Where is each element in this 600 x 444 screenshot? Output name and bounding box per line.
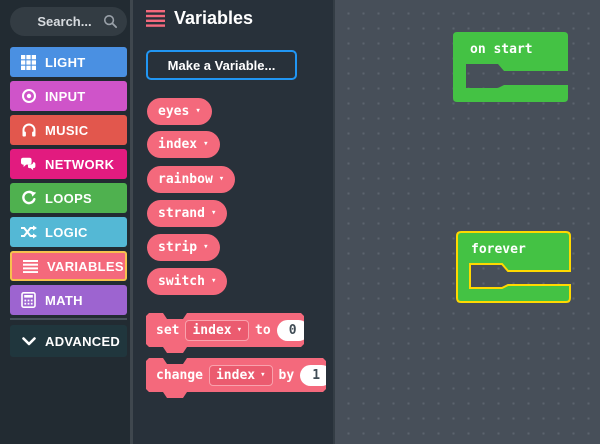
hamburger-lines-icon [146, 10, 165, 27]
sidebar-item-label: LOGIC [45, 224, 88, 240]
block-workspace[interactable]: on start forever [335, 0, 600, 444]
sidebar-item-label: INPUT [45, 88, 86, 104]
category-sidebar: LIGHT INPUT MUSIC NETWORK [0, 0, 130, 444]
variable-pill-strand[interactable]: strand ▾ [147, 200, 228, 227]
forever-block[interactable]: forever [455, 230, 572, 304]
chevron-down-icon [20, 333, 37, 350]
sidebar-item-label: NETWORK [45, 156, 115, 172]
make-a-variable-button[interactable]: Make a Variable... [146, 50, 297, 80]
sidebar-item-advanced[interactable]: ADVANCED [10, 325, 127, 357]
variable-dropdown[interactable]: index ▾ [185, 319, 250, 341]
loop-arrow-icon [20, 190, 37, 207]
chevron-down-icon: ▾ [236, 324, 243, 335]
block-keyword: change [156, 367, 203, 383]
variables-flyout: Variables Make a Variable... eyes ▾ inde… [130, 0, 335, 444]
variable-name: index [192, 322, 232, 338]
sidebar-item-music[interactable]: MUSIC [10, 115, 127, 145]
shuffle-icon [20, 224, 37, 241]
number-input[interactable]: 0 [276, 319, 304, 341]
on-start-block-shape [453, 32, 568, 102]
grid-icon [20, 54, 37, 71]
chevron-down-icon: ▾ [203, 242, 209, 252]
variable-pill-rainbow[interactable]: rainbow ▾ [147, 166, 236, 193]
sidebar-item-label: LIGHT [45, 54, 86, 70]
block-connector: by [278, 367, 295, 383]
chevron-down-icon: ▾ [210, 276, 217, 286]
on-start-label: on start [470, 42, 533, 57]
variable-name: index [215, 367, 256, 383]
chevron-down-icon: ▾ [210, 208, 217, 218]
flyout-title: Variables [174, 8, 254, 28]
forever-block-shape [456, 231, 571, 303]
sidebar-item-label: ADVANCED [45, 333, 121, 349]
on-start-block[interactable]: on start [453, 32, 568, 102]
headphones-icon [20, 122, 37, 139]
variable-pill-index[interactable]: index ▾ [147, 131, 220, 158]
variable-name: rainbow [158, 172, 213, 187]
sidebar-item-label: VARIABLES [47, 258, 124, 274]
variable-pill-switch[interactable]: switch ▾ [147, 268, 228, 295]
sidebar-item-light[interactable]: LIGHT [10, 47, 127, 77]
sidebar-item-math[interactable]: MATH [10, 285, 127, 315]
set-variable-block[interactable]: set index ▾ to 0 [146, 313, 304, 353]
sidebar-item-logic[interactable]: LOGIC [10, 217, 127, 247]
sidebar-item-network[interactable]: NETWORK [10, 149, 127, 179]
variable-name: eyes [158, 104, 190, 119]
chevron-down-icon: ▾ [260, 369, 266, 380]
variable-pill-strip[interactable]: strip ▾ [147, 234, 220, 261]
variable-name: strand [158, 206, 205, 221]
circle-dot-icon [20, 88, 37, 105]
variable-name: index [158, 137, 198, 152]
block-connector: to [255, 322, 271, 338]
block-keyword: set [156, 322, 180, 338]
search-box[interactable] [10, 7, 127, 36]
chevron-down-icon: ▾ [218, 174, 225, 184]
sidebar-item-label: MATH [45, 292, 83, 308]
change-variable-block[interactable]: change index ▾ by 1 [146, 358, 326, 398]
chat-bubbles-icon [20, 156, 37, 173]
search-icon [103, 14, 118, 29]
sidebar-item-input[interactable]: INPUT [10, 81, 127, 111]
flyout-header: Variables [146, 8, 253, 29]
hamburger-lines-icon [22, 258, 39, 275]
chevron-down-icon: ▾ [203, 139, 209, 149]
variable-name: strip [158, 240, 198, 255]
sidebar-divider [10, 318, 127, 320]
variable-pill-eyes[interactable]: eyes ▾ [147, 98, 212, 125]
search-input[interactable] [10, 7, 127, 36]
variable-dropdown[interactable]: index ▾ [208, 364, 273, 386]
sidebar-item-variables[interactable]: VARIABLES [10, 251, 127, 281]
sidebar-item-label: LOOPS [45, 190, 93, 206]
sidebar-item-label: MUSIC [45, 122, 89, 138]
calculator-icon [20, 292, 37, 309]
chevron-down-icon: ▾ [195, 106, 201, 116]
forever-label: forever [471, 242, 526, 257]
variable-name: switch [158, 274, 205, 289]
number-input[interactable]: 1 [300, 364, 326, 386]
sidebar-item-loops[interactable]: LOOPS [10, 183, 127, 213]
